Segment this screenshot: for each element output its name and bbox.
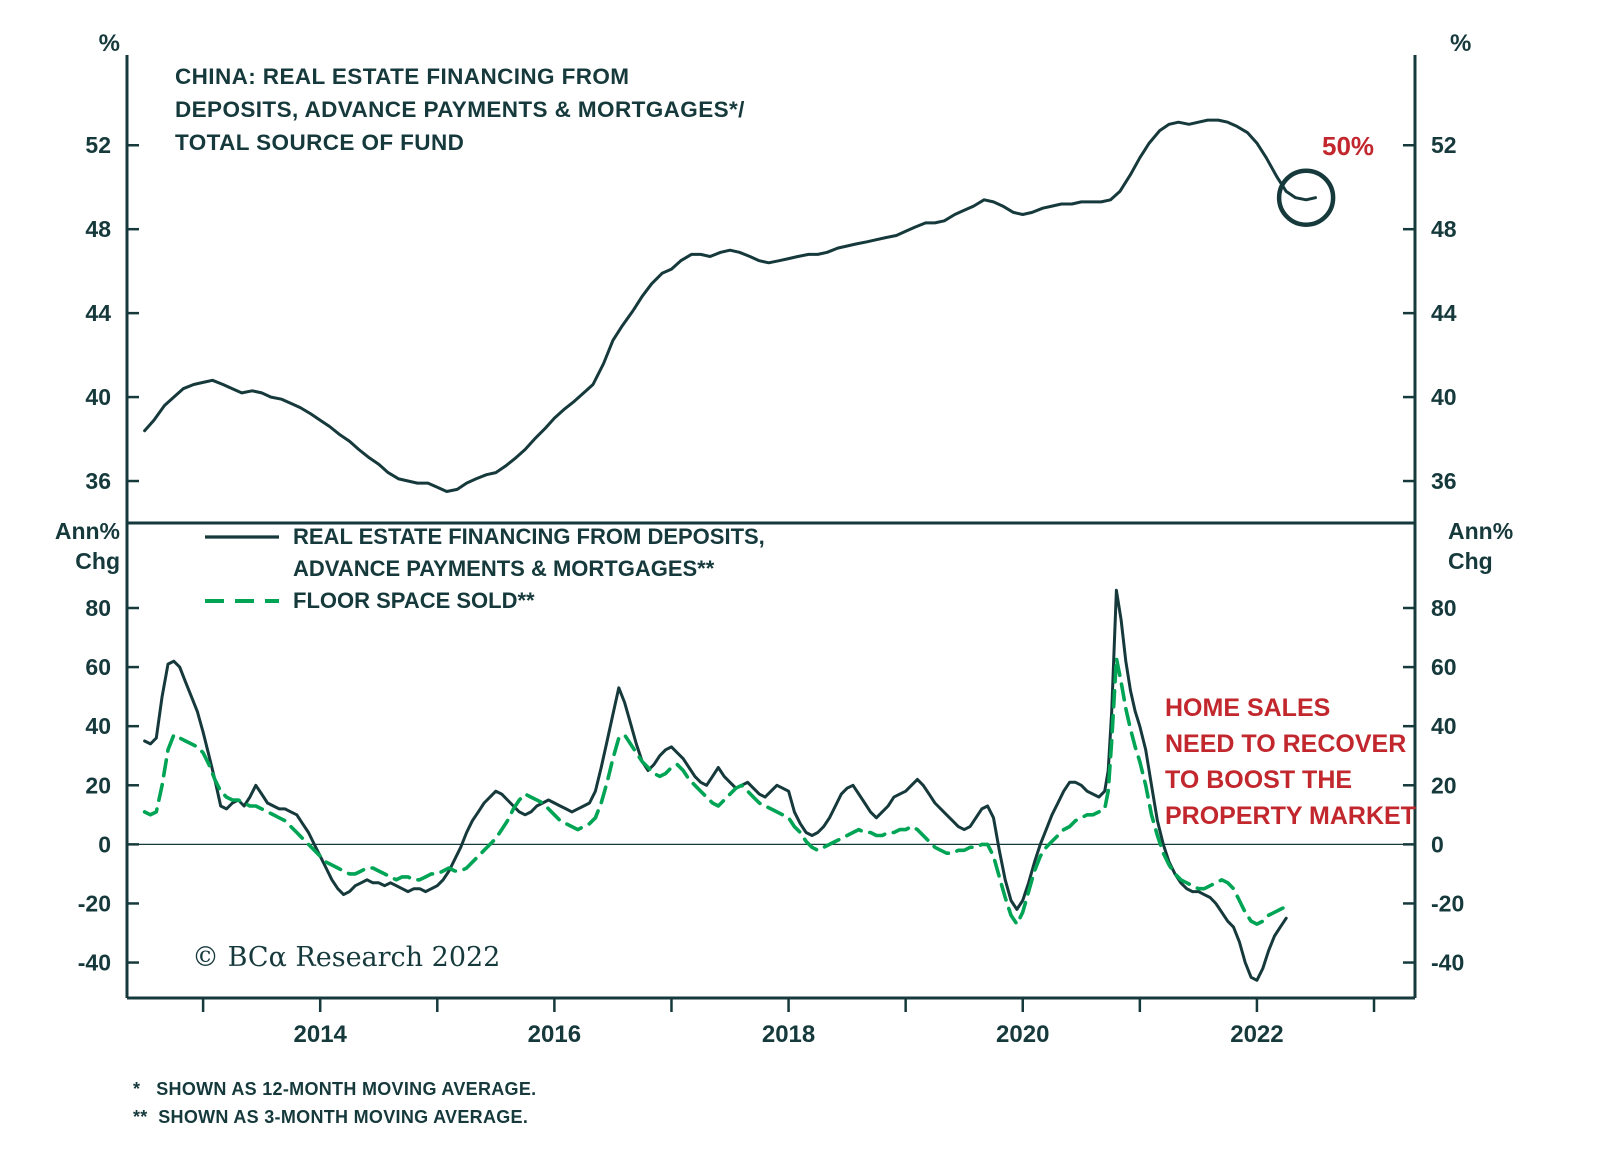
legend-dashed-line-sample bbox=[205, 599, 279, 603]
y-tick-label-left: -20 bbox=[78, 890, 111, 916]
annotation-line-3: TO BOOST THE bbox=[1165, 766, 1353, 794]
footnote-2: ** SHOWN AS 3-MONTH MOVING AVERAGE. bbox=[133, 1107, 529, 1127]
end-circle-annotation bbox=[1276, 168, 1336, 227]
y-tick-label-right: 40 bbox=[1431, 384, 1457, 410]
legend-item-financing: REAL ESTATE FINANCING FROM DEPOSITS, bbox=[205, 522, 765, 552]
legend-item-floor-space-sold: FLOOR SPACE SOLD** bbox=[205, 586, 765, 616]
y-tick-label-left: 80 bbox=[85, 595, 111, 621]
x-tick-label: 2016 bbox=[528, 1021, 581, 1048]
y-tick-label-right: 52 bbox=[1431, 132, 1457, 158]
y-tick-label-right: 20 bbox=[1431, 772, 1457, 798]
y-tick-label-right: 0 bbox=[1431, 831, 1444, 857]
y-tick-label-left: 60 bbox=[85, 654, 111, 680]
y-tick-label-left: 40 bbox=[85, 384, 111, 410]
panel-top: 36 36 40 40 44 44 48 48 52 52 bbox=[85, 55, 1457, 525]
y-tick-label-right: -40 bbox=[1431, 950, 1464, 976]
legend-solid-line-sample bbox=[205, 535, 279, 539]
chart-title-line-1: CHINA: REAL ESTATE FINANCING FROM bbox=[175, 64, 630, 89]
y-tick-label-right: 36 bbox=[1431, 468, 1457, 494]
y-tick-label-right: 80 bbox=[1431, 595, 1457, 621]
series-floor-space-sold bbox=[142, 656, 1288, 926]
y-tick-label-left: 0 bbox=[98, 831, 111, 857]
y-tick-label-left: 40 bbox=[85, 713, 111, 739]
y-tick-label-left: -40 bbox=[78, 950, 111, 976]
bottom-right-axis-label-line-1: Ann% bbox=[1448, 518, 1514, 544]
bottom-left-axis-label-line-2: Chg bbox=[75, 548, 120, 574]
top-right-unit-label: % bbox=[1450, 30, 1472, 57]
x-tick-label: 2022 bbox=[1230, 1021, 1283, 1048]
legend-label-financing-line-2: ADVANCE PAYMENTS & MORTGAGES** bbox=[293, 556, 715, 581]
legend-label-floor-space-sold: FLOOR SPACE SOLD** bbox=[293, 588, 535, 613]
legend-label-financing-line-1: REAL ESTATE FINANCING FROM DEPOSITS, bbox=[293, 524, 765, 549]
chart-title: CHINA: REAL ESTATE FINANCING FROM DEPOSI… bbox=[175, 60, 745, 159]
footnote-1: * SHOWN AS 12-MONTH MOVING AVERAGE. bbox=[133, 1079, 537, 1099]
y-tick-label-left: 52 bbox=[85, 132, 111, 158]
annotation-line-2: NEED TO RECOVER bbox=[1165, 730, 1407, 758]
y-tick-label-left: 44 bbox=[85, 300, 111, 326]
y-tick-label-right: 44 bbox=[1431, 300, 1457, 326]
chart-title-line-3: TOTAL SOURCE OF FUND bbox=[175, 130, 465, 155]
chart-title-line-2: DEPOSITS, ADVANCE PAYMENTS & MORTGAGES*/ bbox=[175, 97, 745, 122]
x-tick-label: 2014 bbox=[294, 1021, 348, 1048]
bottom-left-axis-label-line-1: Ann% bbox=[54, 518, 120, 544]
annotation-line-1: HOME SALES bbox=[1165, 694, 1331, 722]
footnotes: * SHOWN AS 12-MONTH MOVING AVERAGE. ** S… bbox=[133, 1075, 536, 1131]
y-tick-label-right: 40 bbox=[1431, 713, 1457, 739]
copyright-notice: © BCα Research 2022 bbox=[192, 942, 501, 973]
y-tick-label-left: 36 bbox=[85, 468, 111, 494]
y-tick-label-right: 60 bbox=[1431, 654, 1457, 680]
top-left-unit-label: % bbox=[98, 30, 120, 57]
y-tick-label-right: -20 bbox=[1431, 890, 1464, 916]
legend: REAL ESTATE FINANCING FROM DEPOSITS, ADV… bbox=[205, 522, 765, 616]
y-tick-label-right: 48 bbox=[1431, 216, 1457, 242]
y-tick-label-left: 48 bbox=[85, 216, 111, 242]
annotation-line-4: PROPERTY MARKET bbox=[1165, 802, 1416, 830]
bottom-right-axis-label-line-2: Chg bbox=[1448, 548, 1493, 574]
x-tick-label: 2018 bbox=[762, 1021, 815, 1048]
y-tick-label-left: 20 bbox=[85, 772, 111, 798]
series-financing-share bbox=[143, 118, 1317, 493]
home-sales-annotation: HOME SALES NEED TO RECOVER TO BOOST THE … bbox=[1165, 690, 1416, 834]
x-tick-label: 2020 bbox=[996, 1021, 1049, 1048]
end-value-label: 50% bbox=[1322, 131, 1375, 161]
series-financing-annual-change bbox=[143, 588, 1288, 982]
